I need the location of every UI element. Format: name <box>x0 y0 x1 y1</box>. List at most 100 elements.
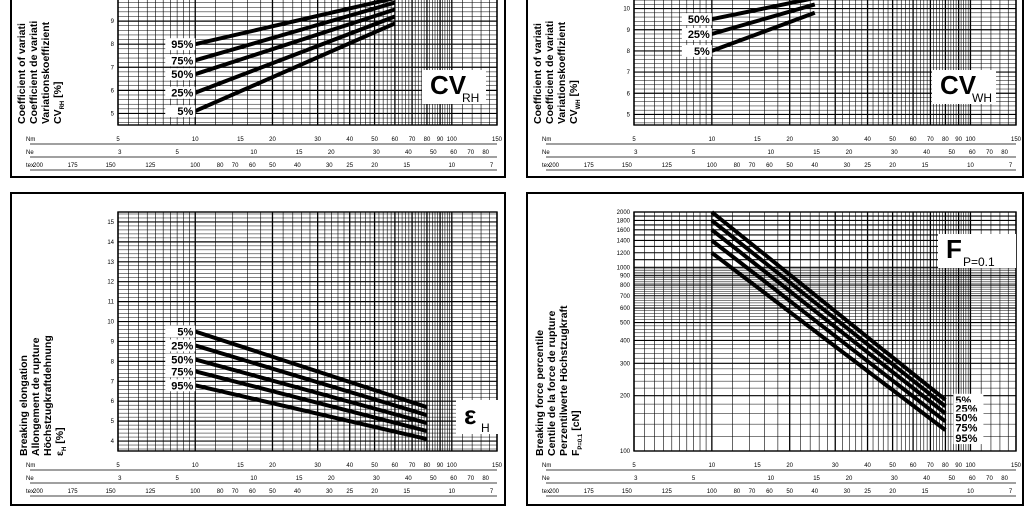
x-tick-label: 80 <box>942 137 949 143</box>
y-tick-label: 1800 <box>617 218 631 224</box>
x-tick-label: 5 <box>632 137 636 143</box>
x-tick-label: 100 <box>190 163 201 169</box>
y-tick-label: 1400 <box>617 238 631 244</box>
x-tick-label: 20 <box>889 489 896 495</box>
plot-border <box>633 0 1017 126</box>
y-tick-labels: 10 9 8 7 6 5 <box>623 7 630 119</box>
x-tick-label: 60 <box>450 476 457 482</box>
x-tick-label: 70 <box>986 476 993 482</box>
x-tick-row-label: Nm <box>26 137 35 143</box>
x-tick-label: 25 <box>864 163 871 169</box>
x-tick-label: 70 <box>232 489 239 495</box>
x-tick-label: 30 <box>891 150 898 156</box>
y-tick-labels: 9 8 7 6 5 <box>111 19 115 117</box>
x-tick-label: 80 <box>734 489 741 495</box>
series-line <box>194 357 428 426</box>
y-tick-label: 800 <box>620 283 631 289</box>
x-tick-label: 15 <box>754 463 761 469</box>
series-label: 95% <box>955 433 977 445</box>
symbol-main: CV <box>430 70 467 100</box>
series-lines <box>194 0 396 113</box>
x-tick-label: 20 <box>846 476 853 482</box>
series-label: 5% <box>177 106 193 118</box>
series-label: 25% <box>171 340 193 352</box>
x-tick-label: 10 <box>448 489 455 495</box>
label-bg <box>681 13 712 26</box>
x-tick-label: 80 <box>1001 150 1008 156</box>
x-tick-label: 10 <box>767 476 774 482</box>
x-tick-label: 40 <box>923 476 930 482</box>
symbol-bg <box>932 70 996 104</box>
series-line <box>710 228 947 416</box>
x-tick-label: 150 <box>1011 137 1022 143</box>
y-tick-label: 1000 <box>617 265 631 271</box>
x-tick-label: 150 <box>622 489 633 495</box>
x-tick-label: 90 <box>437 137 444 143</box>
y-tick-labels: 15 14 13 12 11 10 9 8 7 6 5 4 <box>107 220 114 445</box>
x-tick-label: 175 <box>584 489 595 495</box>
x-tick-label: 80 <box>424 463 431 469</box>
series-line <box>194 0 396 47</box>
x-tick-label: 100 <box>707 163 718 169</box>
x-tick-label: 5 <box>632 463 636 469</box>
x-tick-label: 100 <box>965 137 976 143</box>
x-tick-label: 90 <box>955 463 962 469</box>
x-tick-label: 40 <box>405 150 412 156</box>
x-tick-label: 10 <box>250 476 257 482</box>
x-tick-label: 70 <box>749 163 756 169</box>
y-tick-label: 9 <box>627 28 631 34</box>
x-tick-label: 15 <box>813 150 820 156</box>
x-tick-label: 50 <box>948 150 955 156</box>
x-tick-label: 70 <box>749 489 756 495</box>
x-tick-row-label: tex <box>26 163 34 169</box>
chart-panel-cv-rh: Coefficient of variati Coefficient de va… <box>10 0 506 178</box>
x-tick-label: 50 <box>948 476 955 482</box>
x-tick-label: 70 <box>467 150 474 156</box>
symbol-bg <box>456 400 504 434</box>
x-tick-label: 60 <box>910 463 917 469</box>
label-bg <box>165 325 196 338</box>
x-tick-label: 20 <box>371 163 378 169</box>
x-tick-label: 5 <box>692 150 696 156</box>
x-tick-label: 175 <box>68 489 79 495</box>
y-tick-label: 1600 <box>617 228 631 234</box>
vertical-gridlines <box>633 0 1017 125</box>
x-tick-label: 40 <box>864 463 871 469</box>
y-tick-label: 200 <box>620 394 631 400</box>
symbol-sub: H <box>481 421 490 435</box>
x-tick-label: 5 <box>692 476 696 482</box>
series-line <box>710 251 947 432</box>
x-tick-label: 50 <box>786 489 793 495</box>
x-tick-label: 80 <box>424 137 431 143</box>
label-bg <box>165 68 196 81</box>
x-tick-label: 20 <box>371 489 378 495</box>
series-lines <box>711 0 816 53</box>
x-tick-label: 150 <box>1011 463 1022 469</box>
y-tick-label: 11 <box>108 300 115 306</box>
x-tick-label: 70 <box>409 137 416 143</box>
y-tick-label: 5 <box>627 112 631 118</box>
y-tick-label: 1200 <box>617 251 631 257</box>
y-tick-label: 900 <box>620 274 631 280</box>
x-tick-label: 15 <box>813 476 820 482</box>
x-tick-label: 50 <box>371 463 378 469</box>
x-tick-label: 10 <box>250 150 257 156</box>
x-tick-label: 30 <box>326 489 333 495</box>
x-tick-label: 70 <box>467 476 474 482</box>
x-tick-label: 20 <box>328 476 335 482</box>
y-tick-label: 7 <box>627 70 631 76</box>
x-tick-label: 3 <box>634 476 638 482</box>
x-tick-label: 15 <box>296 150 303 156</box>
x-tick-label: 15 <box>922 163 929 169</box>
y-tick-labels: 2000 1800 1600 1400 1200 1000 900 800 700 600 500 4… <box>617 210 631 455</box>
x-tick-label: 40 <box>346 463 353 469</box>
x-tick-label: 30 <box>844 163 851 169</box>
x-tick-label: 70 <box>409 463 416 469</box>
x-tick-label: 25 <box>346 489 353 495</box>
label-bg <box>953 411 984 424</box>
x-tick-row-label: Nm <box>542 137 551 143</box>
y-tick-label: 8 <box>111 359 115 365</box>
x-tick-label: 125 <box>662 163 673 169</box>
